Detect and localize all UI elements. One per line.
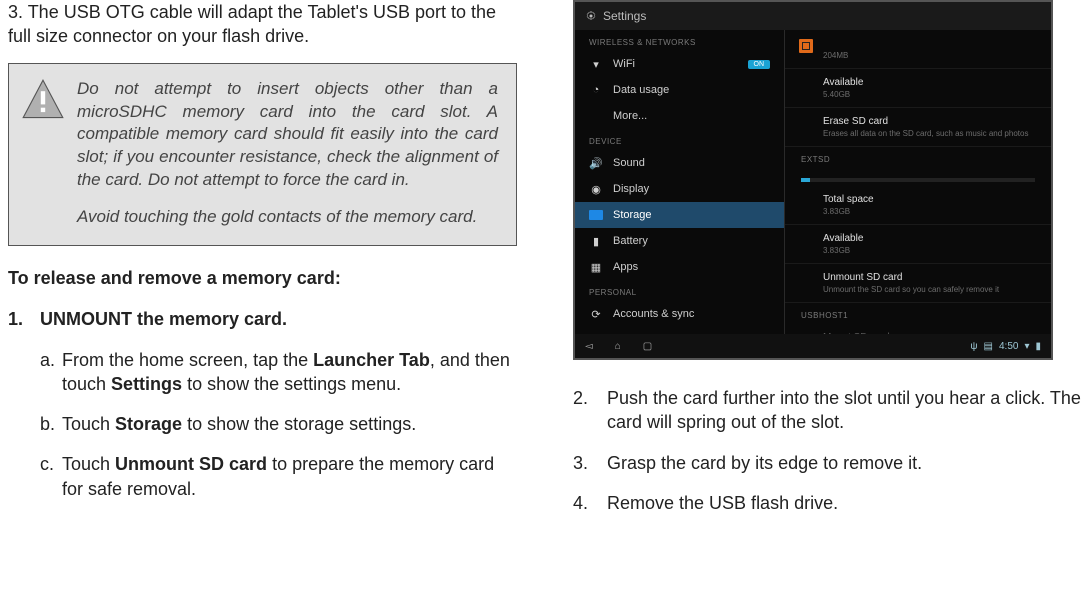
nav-data-usage[interactable]: ◔Data usage (575, 77, 784, 103)
wifi-status-icon: ▾ (1024, 341, 1029, 352)
storage-row-total[interactable]: Total space 3.83GB (785, 186, 1051, 225)
home-icon[interactable]: ⌂ (615, 341, 621, 352)
lock-icon: 🔒 (589, 359, 603, 360)
section-usbhost: USBHOST1 (785, 303, 1051, 324)
data-icon: ◔ (589, 83, 603, 97)
intro-text: 3. The USB OTG cable will adapt the Tabl… (8, 0, 517, 49)
display-icon: ◉ (589, 182, 603, 196)
sound-icon: 🔊 (589, 156, 603, 170)
step-a: a. From the home screen, tap the Launche… (40, 348, 517, 397)
storage-row-available-2[interactable]: Available 3.83GB (785, 225, 1051, 264)
storage-row-1[interactable]: 204MB (785, 30, 1051, 69)
warning-box: Do not attempt to insert objects other t… (8, 63, 517, 247)
recent-icon[interactable]: ▢ (643, 341, 652, 352)
section-extsd: EXTSD (785, 147, 1051, 168)
nav-battery[interactable]: ▮Battery (575, 228, 784, 254)
nav-display[interactable]: ◉Display (575, 176, 784, 202)
warning-text-1: Do not attempt to insert objects other t… (77, 78, 498, 193)
battery-status-icon: ▮ (1035, 341, 1041, 352)
step1-title: UNMOUNT the memory card. (40, 309, 287, 329)
section-wireless: WIRELESS & NETWORKS (575, 30, 784, 51)
sd-icon: ▤ (984, 341, 993, 352)
window-titlebar: Settings (575, 2, 1051, 30)
clock-text: 4:50 (999, 341, 1018, 352)
nav-apps[interactable]: ▦Apps (575, 254, 784, 280)
window-title: Settings (603, 9, 646, 23)
storage-row-available[interactable]: Available 5.40GB (785, 69, 1051, 108)
nav-accounts[interactable]: ⟳Accounts & sync (575, 301, 784, 327)
step-c: c. Touch Unmount SD card to prepare the … (40, 452, 517, 501)
storage-panel: 204MB Available 5.40GB Erase SD card Era… (785, 30, 1051, 338)
nav-more[interactable]: More... (575, 103, 784, 129)
step-3: Grasp the card by its edge to remove it. (573, 451, 1082, 475)
section-personal: PERSONAL (575, 280, 784, 301)
storage-row-erase[interactable]: Erase SD card Erases all data on the SD … (785, 108, 1051, 147)
step-2: Push the card further into the slot unti… (573, 386, 1082, 435)
apps-icon: ▦ (589, 260, 603, 274)
settings-nav: WIRELESS & NETWORKS ▾ WiFi ON ◔Data usag… (575, 30, 785, 338)
nav-wifi[interactable]: ▾ WiFi ON (575, 51, 784, 77)
wifi-toggle[interactable]: ON (748, 60, 771, 69)
subheading: To release and remove a memory card: (8, 268, 517, 289)
wifi-icon: ▾ (589, 57, 603, 71)
step-4: Remove the USB flash drive. (573, 491, 1082, 515)
gear-icon (585, 10, 597, 22)
sync-icon: ⟳ (589, 307, 603, 321)
storage-icon (589, 210, 603, 220)
storage-row-unmount[interactable]: Unmount SD card Unmount the SD card so y… (785, 264, 1051, 303)
back-icon[interactable]: ◅ (585, 341, 593, 352)
system-bar: ◅ ⌂ ▢ ψ ▤ 4:50 ▾ ▮ (575, 334, 1051, 358)
warning-icon (21, 78, 65, 230)
settings-screenshot: Settings WIRELESS & NETWORKS ▾ WiFi ON ◔… (573, 0, 1053, 360)
section-device: DEVICE (575, 129, 784, 150)
nav-sound[interactable]: 🔊Sound (575, 150, 784, 176)
storage-progress (785, 168, 1051, 186)
orange-square-icon (799, 39, 813, 53)
battery-icon: ▮ (589, 234, 603, 248)
nav-storage[interactable]: Storage (575, 202, 784, 228)
warning-text-2: Avoid touching the gold contacts of the … (77, 206, 498, 229)
step-b: b. Touch Storage to show the storage set… (40, 412, 517, 436)
usb-icon: ψ (970, 341, 977, 352)
